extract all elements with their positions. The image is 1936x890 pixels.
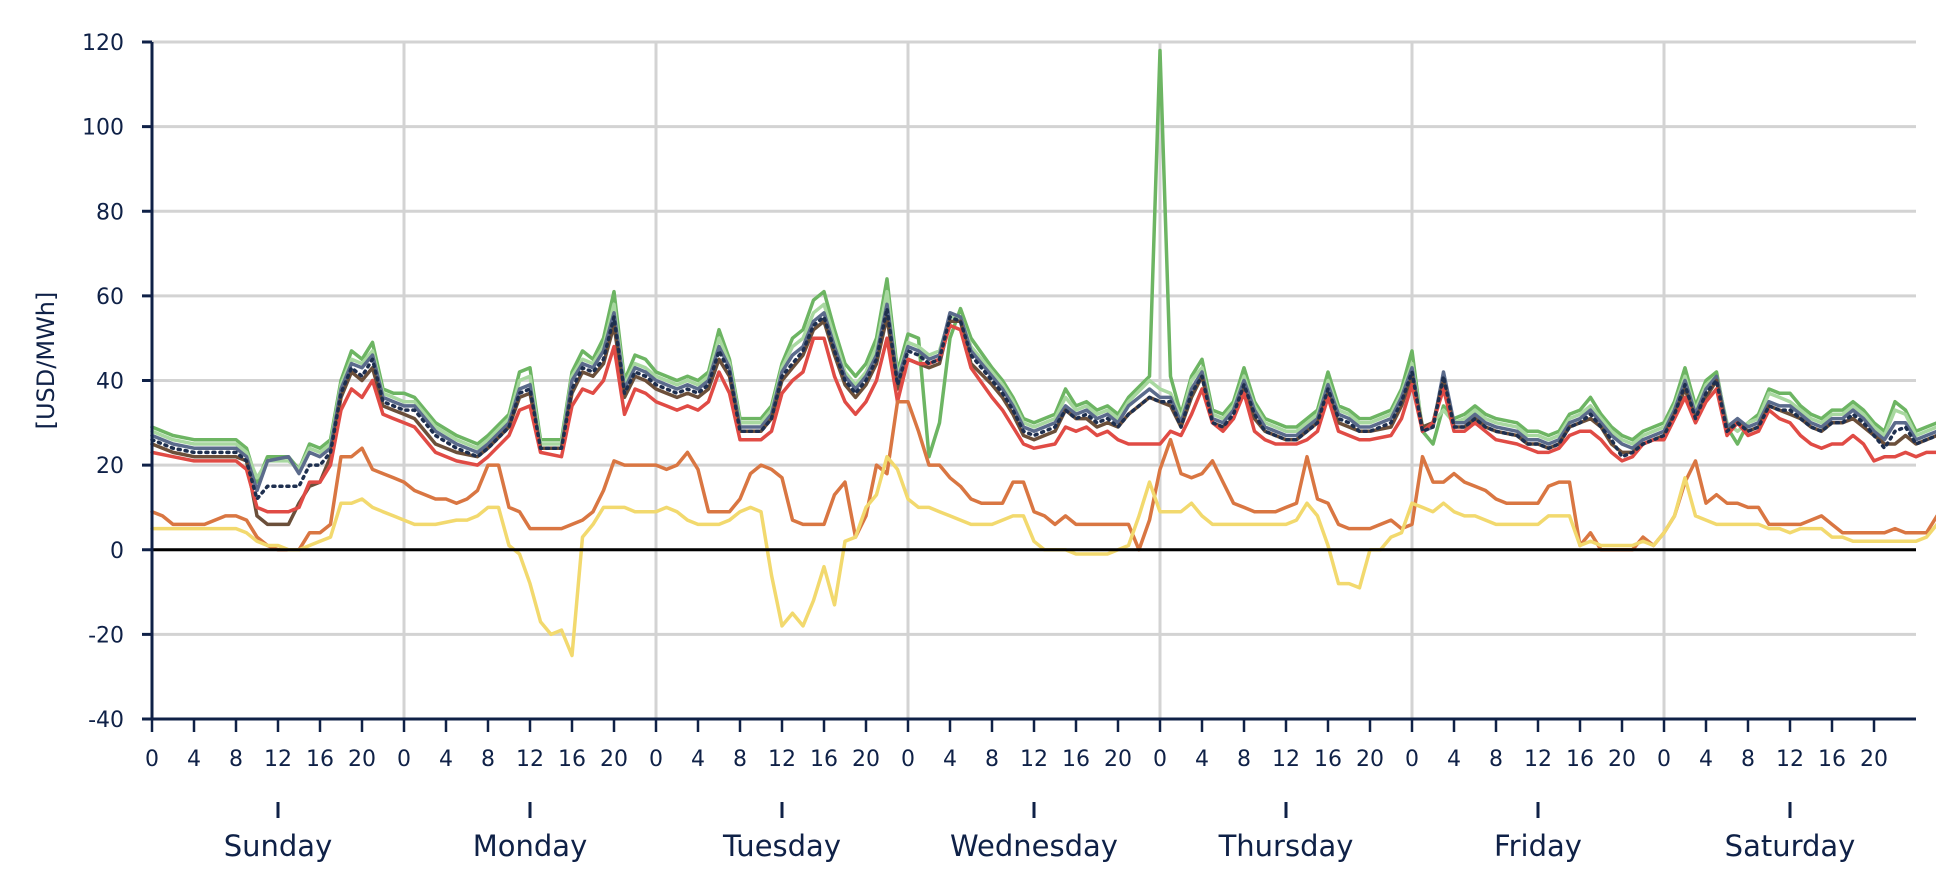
x-tick-label: 20 [1608, 747, 1636, 772]
series-line [150, 289, 1936, 480]
x-tick-label: 0 [1657, 747, 1671, 772]
x-tick-label: 16 [1818, 747, 1846, 772]
x-tick-label: 8 [985, 747, 999, 772]
x-tick-label: 4 [1195, 747, 1209, 772]
x-tick-labels: 0 4 8 12 16 20 0 4 8 12 16 20 0 4 8 12 16 20 0 4 8 12 16 20 0 4 8 1… [145, 719, 1888, 772]
x-tick-label: 16 [306, 747, 334, 772]
day-labels: Sunday Monday Tuesday Wednesday Thursday Frid… [224, 802, 1856, 863]
x-tick-label: 4 [1699, 747, 1713, 772]
x-tick-label: 20 [1860, 747, 1888, 772]
x-tick-label: 4 [943, 747, 957, 772]
y-tick-label: -40 [88, 708, 124, 733]
x-tick-label: 16 [558, 747, 586, 772]
y-axis-label: [USD/MWh] [32, 292, 60, 430]
x-tick-label: 12 [768, 747, 796, 772]
x-tick-label: 0 [649, 747, 663, 772]
x-tick-label: 20 [852, 747, 880, 772]
series-line [150, 454, 1936, 658]
series-line [150, 323, 1936, 514]
x-tick-label: 20 [1104, 747, 1132, 772]
y-tick-label: 0 [110, 539, 124, 564]
x-tick-label: 12 [1272, 747, 1300, 772]
y-tick-label: 120 [82, 31, 124, 56]
x-tick-label: 8 [481, 747, 495, 772]
y-tick-label: -20 [88, 623, 124, 648]
x-tick-label: 0 [145, 747, 159, 772]
x-tick-label: 0 [397, 747, 411, 772]
grid [152, 40, 1916, 719]
day-label: Thursday [1218, 829, 1354, 863]
day-label: Wednesday [950, 829, 1118, 863]
x-tick-label: 0 [901, 747, 915, 772]
day-label: Tuesday [722, 829, 841, 863]
day-label: Monday [473, 829, 588, 863]
x-tick-label: 4 [1447, 747, 1461, 772]
day-label: Friday [1494, 829, 1582, 863]
x-tick-label: 4 [439, 747, 453, 772]
y-tick-label: 100 [82, 116, 124, 141]
x-tick-label: 4 [187, 747, 201, 772]
x-tick-label: 16 [1314, 747, 1342, 772]
x-tick-label: 0 [1153, 747, 1167, 772]
series-line [150, 302, 1936, 493]
day-label: Saturday [1725, 829, 1856, 863]
y-tick-label: 80 [96, 200, 124, 225]
series-line [150, 306, 1936, 501]
x-tick-label: 16 [1566, 747, 1594, 772]
y-tick-labels: -40 -20 0 20 40 60 80 100 120 [82, 31, 152, 733]
x-tick-label: 4 [691, 747, 705, 772]
x-tick-label: 20 [348, 747, 376, 772]
x-tick-label: 20 [600, 747, 628, 772]
y-tick-label: 40 [96, 370, 124, 395]
x-tick-label: 16 [1062, 747, 1090, 772]
y-tick-label: 60 [96, 285, 124, 310]
x-tick-label: 16 [810, 747, 838, 772]
x-tick-label: 0 [1405, 747, 1419, 772]
series-lines [150, 48, 1936, 658]
x-tick-label: 12 [1524, 747, 1552, 772]
x-tick-label: 8 [1489, 747, 1503, 772]
x-tick-label: 12 [1020, 747, 1048, 772]
x-tick-label: 8 [1237, 747, 1251, 772]
x-tick-label: 8 [1741, 747, 1755, 772]
x-tick-label: 20 [1356, 747, 1384, 772]
x-tick-label: 12 [264, 747, 292, 772]
day-label: Sunday [224, 829, 333, 863]
x-tick-label: 8 [733, 747, 747, 772]
x-tick-label: 12 [516, 747, 544, 772]
y-tick-label: 20 [96, 454, 124, 479]
x-tick-label: 8 [229, 747, 243, 772]
x-tick-label: 12 [1776, 747, 1804, 772]
